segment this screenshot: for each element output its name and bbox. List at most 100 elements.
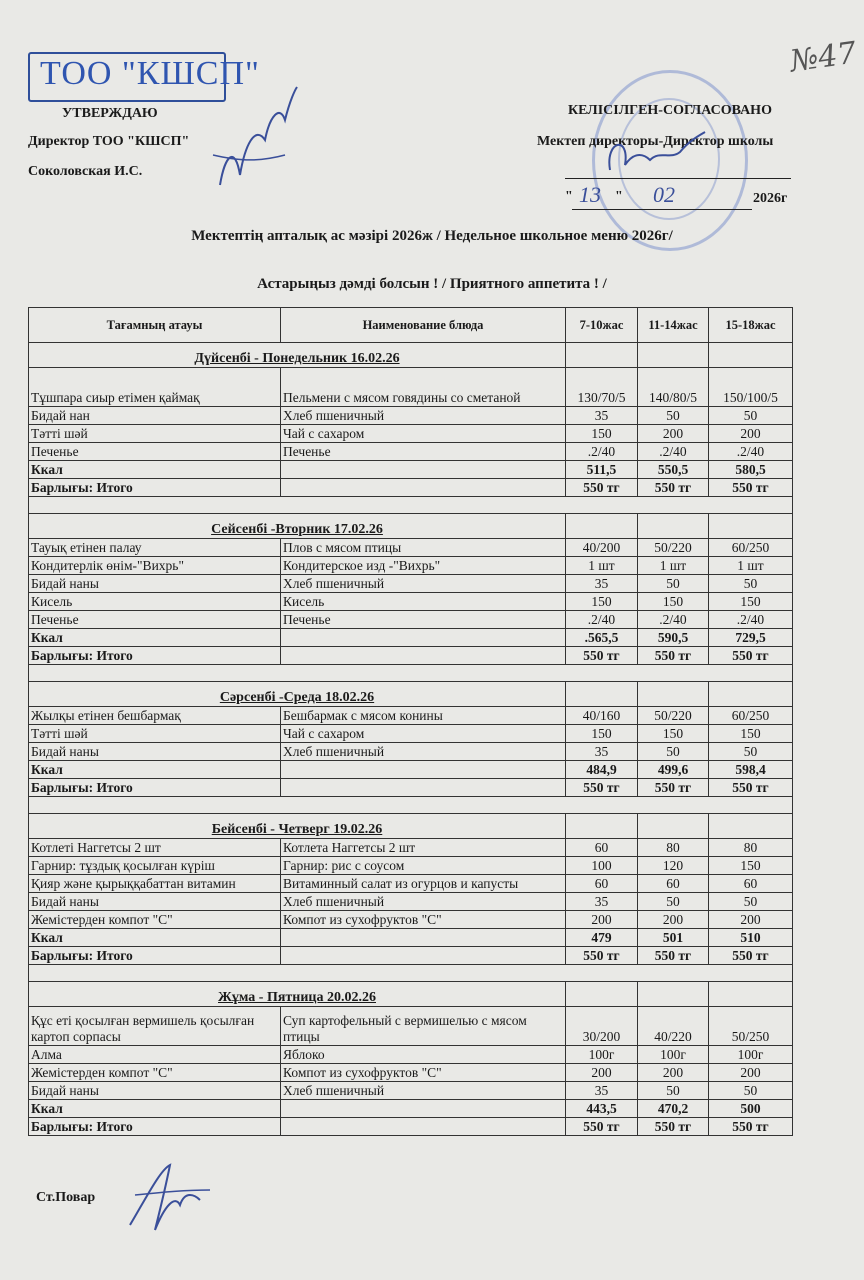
- total-row-label: Барлығы: Итого: [28, 778, 281, 797]
- portion-value: 200: [637, 1063, 709, 1082]
- portion-value: 35: [565, 574, 638, 593]
- dish-name-ru: Суп картофельный с вермишелью с мясом пт…: [280, 1006, 566, 1046]
- total-row-value: 550 тг: [708, 1117, 793, 1136]
- dish-name-kz: Алма: [28, 1045, 281, 1064]
- table-row: Құс еті қосылған вермишель қосылған карт…: [28, 1006, 793, 1046]
- separator-cell: [28, 664, 793, 682]
- kcal-row-value: 598,4: [708, 760, 793, 779]
- date-close-quote: ": [615, 189, 623, 204]
- kcal-row-label: Ккал: [28, 928, 281, 947]
- approval-position: Директор ТОО "КШСП": [28, 134, 190, 149]
- portion-value: 60: [565, 874, 638, 893]
- total-row-label: Барлығы: Итого: [28, 1117, 281, 1136]
- empty-cell: [565, 342, 638, 368]
- table-row: Тәтті шәй Чай с сахаром 150 150 150: [28, 724, 793, 743]
- portion-value: 120: [637, 856, 709, 875]
- portion-value: 100г: [708, 1045, 793, 1064]
- portion-value: 200: [565, 1063, 638, 1082]
- kcal-row-value: 443,5: [565, 1099, 638, 1118]
- school-round-stamp: [592, 70, 748, 251]
- empty-cell: [708, 813, 793, 839]
- agreement-position: Мектеп директоры-Директор школы: [537, 134, 774, 149]
- table-row: Кисель Кисель 150 150 150: [28, 592, 793, 611]
- dish-name-kz: Бидай наны: [28, 1081, 281, 1100]
- kcal-row-value: 580,5: [708, 460, 793, 479]
- date-month: 02: [653, 182, 675, 207]
- total-row-value: 550 тг: [637, 778, 709, 797]
- empty-cell: [280, 646, 566, 665]
- total-row-value: 550 тг: [637, 1117, 709, 1136]
- school-round-stamp-inner: [618, 98, 720, 220]
- school-director-signature-icon: [608, 131, 706, 171]
- kcal-row: Ккал 443,5 470,2 500: [28, 1099, 793, 1118]
- empty-cell: [280, 778, 566, 797]
- dish-name-kz: Тауық етінен палау: [28, 538, 281, 557]
- dish-name-kz: Кисель: [28, 592, 281, 611]
- table-row: Тұшпара сиыр етімен қаймақ Пельмени с мяс…: [28, 367, 793, 407]
- dish-name-ru: Пельмени с мясом говядины со сметаной: [280, 367, 566, 407]
- portion-value: 200: [637, 910, 709, 929]
- portion-value: 200: [708, 1063, 793, 1082]
- dish-name-ru: Чай с сахаром: [280, 424, 566, 443]
- portion-value: 150: [708, 856, 793, 875]
- dish-name-kz: Тәтті шәй: [28, 724, 281, 743]
- header-age-15-18: 15-18жас: [708, 307, 793, 343]
- kcal-row-label: Ккал: [28, 460, 281, 479]
- portion-value: 35: [565, 892, 638, 911]
- total-row-value: 550 тг: [565, 778, 638, 797]
- empty-cell: [637, 513, 709, 539]
- portion-value: 50/250: [708, 1006, 793, 1046]
- kcal-row-value: 590,5: [637, 628, 709, 647]
- portion-value: 50: [708, 1081, 793, 1100]
- portion-value: 200: [637, 424, 709, 443]
- day-header-row: Бейсенбі - Четверг 19.02.26: [28, 813, 793, 839]
- portion-value: 1 шт: [637, 556, 709, 575]
- date-day: 13: [579, 182, 601, 207]
- dish-name-ru: Компот из сухофруктов "С": [280, 1063, 566, 1082]
- empty-cell: [280, 946, 566, 965]
- portion-value: 50: [637, 892, 709, 911]
- separator-cell: [28, 964, 793, 982]
- dish-name-ru: Хлеб пшеничный: [280, 892, 566, 911]
- portion-value: 200: [565, 910, 638, 929]
- table-row: Печенье Печенье .2/40.2/40.2/40: [28, 442, 793, 461]
- portion-value: 35: [565, 1081, 638, 1100]
- dish-name-kz: Жемістерден компот "С": [28, 1063, 281, 1082]
- approval-heading: УТВЕРЖДАЮ: [62, 106, 158, 121]
- dish-name-kz: Тәтті шәй: [28, 424, 281, 443]
- dish-name-ru: Хлеб пшеничный: [280, 1081, 566, 1100]
- total-row-value: 550 тг: [637, 646, 709, 665]
- director-signature-icon: [212, 86, 298, 186]
- header-age-7-10: 7-10жас: [565, 307, 638, 343]
- table-row: Бидай наны Хлеб пшеничный 35 50 50: [28, 1081, 793, 1100]
- table-row: Котлеті Наггетсы 2 шт Котлета Наггетсы 2 …: [28, 838, 793, 857]
- day-title: Жұма - Пятница 20.02.26: [28, 981, 566, 1007]
- total-row-value: 550 тг: [708, 478, 793, 497]
- table-row: Бидай наны Хлеб пшеничный 35 50 50: [28, 574, 793, 593]
- dish-name-kz: Жылқы етінен бешбармақ: [28, 706, 281, 725]
- day-separator-row: [28, 664, 793, 682]
- dish-name-kz: Котлеті Наггетсы 2 шт: [28, 838, 281, 857]
- table-row: Жылқы етінен бешбармақ Бешбармак с мясом …: [28, 706, 793, 725]
- portion-value: 60: [565, 838, 638, 857]
- portion-value: 50: [637, 742, 709, 761]
- day-header-row: Сәрсенбі -Среда 18.02.26: [28, 681, 793, 707]
- total-row-value: 550 тг: [565, 946, 638, 965]
- empty-cell: [708, 681, 793, 707]
- date-year: 2026г: [753, 191, 788, 206]
- empty-cell: [565, 813, 638, 839]
- kcal-row-value: .565,5: [565, 628, 638, 647]
- table-row: Кондитерлік өнім-"Вихрь" Кондитерское изд…: [28, 556, 793, 575]
- kcal-row-value: 470,2: [637, 1099, 709, 1118]
- day-title: Бейсенбі - Четверг 19.02.26: [28, 813, 566, 839]
- table-row: Алма Яблоко 100г 100г 100г: [28, 1045, 793, 1064]
- signature-line: [565, 178, 791, 179]
- dish-name-kz: Печенье: [28, 610, 281, 629]
- total-row: Барлығы: Итого 550 тг 550 тг 550 тг: [28, 946, 793, 965]
- header-kz-name: Тағамның атауы: [28, 307, 281, 343]
- portion-value: 50: [708, 574, 793, 593]
- header-ru-name: Наименование блюда: [280, 307, 566, 343]
- dish-name-ru: Кисель: [280, 592, 566, 611]
- dish-name-kz: Жемістерден компот "С": [28, 910, 281, 929]
- empty-cell: [637, 681, 709, 707]
